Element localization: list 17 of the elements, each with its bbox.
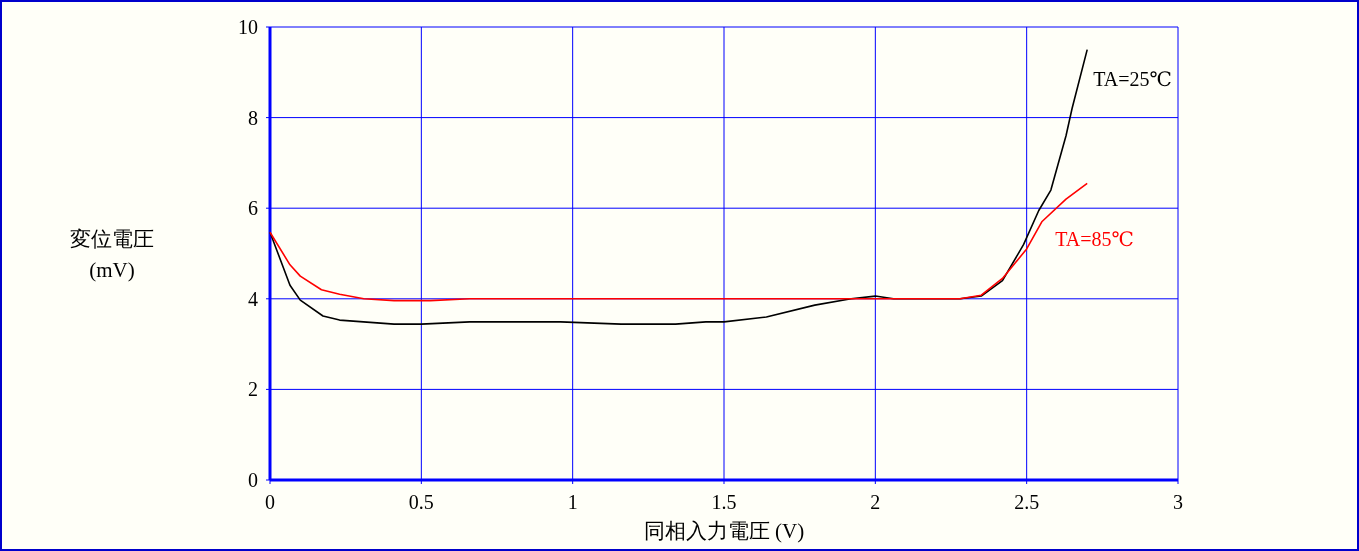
y-tick-label: 6 — [248, 197, 258, 220]
y-tick-label: 4 — [248, 287, 258, 310]
y-tick-label: 10 — [238, 16, 258, 38]
x-tick-label: 2 — [870, 491, 881, 513]
x-tick-label: 3 — [1173, 491, 1183, 513]
x-tick-label: 1.5 — [711, 491, 737, 513]
x-tick-label: 0.5 — [408, 491, 434, 513]
y-axis-title: 変位電圧 (mV) — [70, 227, 154, 282]
series-label: TA=25℃ — [1093, 67, 1172, 90]
x-axis-title: 同相入力電圧 (V) — [643, 519, 805, 543]
x-tick-label: 2.5 — [1014, 491, 1040, 513]
y-tick-label: 0 — [248, 469, 258, 491]
y-tick-label: 8 — [248, 106, 258, 129]
x-tick-label: 1 — [567, 491, 578, 513]
x-tick-label: 0 — [265, 491, 275, 513]
series-label: TA=85℃ — [1055, 228, 1134, 251]
y-tick-label: 2 — [248, 378, 258, 401]
